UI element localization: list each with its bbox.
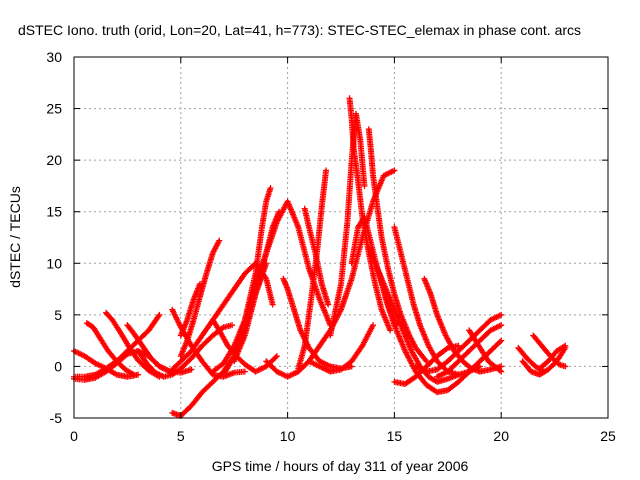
y-tick-label: 20 xyxy=(46,152,62,168)
x-tick-label: 5 xyxy=(177,428,185,444)
series-arc xyxy=(365,126,430,365)
series-arc xyxy=(83,320,137,378)
data-point-marker xyxy=(498,368,505,375)
series-arc xyxy=(412,311,505,375)
data-point-marker xyxy=(229,322,236,329)
data-point-marker xyxy=(361,182,368,189)
series-arc xyxy=(177,280,204,339)
data-point-marker xyxy=(241,368,248,375)
series-arc xyxy=(305,322,377,375)
x-tick-label: 25 xyxy=(600,428,616,444)
series-arc xyxy=(231,208,283,365)
data-point-marker xyxy=(498,311,505,318)
data-point-marker xyxy=(188,366,195,373)
x-tick-label: 0 xyxy=(70,428,78,444)
data-series xyxy=(71,95,569,419)
y-axis-label: dSTEC / TECUs xyxy=(7,186,23,288)
x-tick-labels: 0 5 10 15 20 25 xyxy=(70,428,616,444)
data-point-marker xyxy=(497,338,504,345)
data-point-marker xyxy=(562,363,569,370)
data-point-marker xyxy=(476,363,483,370)
x-tick-label: 10 xyxy=(280,428,296,444)
data-point-marker xyxy=(422,356,429,363)
y-tick-label: -5 xyxy=(50,410,63,426)
data-point-marker xyxy=(348,363,355,370)
y-tick-label: 25 xyxy=(46,101,62,117)
data-point-marker xyxy=(325,301,332,308)
series-arc xyxy=(295,167,330,372)
chart-title: dSTEC Iono. truth (orid, Lon=20, Lat=41,… xyxy=(18,22,581,38)
y-tick-labels: -5 0 5 10 15 20 25 30 xyxy=(46,49,62,426)
plot-frame xyxy=(73,56,609,419)
data-point-marker xyxy=(216,237,223,244)
data-point-marker xyxy=(443,345,450,352)
y-tick-label: 0 xyxy=(54,358,62,374)
data-point-marker xyxy=(498,363,505,370)
data-point-marker xyxy=(267,184,274,191)
series-arc xyxy=(376,270,505,396)
series-arc xyxy=(434,322,505,380)
tick-marks xyxy=(73,56,609,419)
data-point-marker xyxy=(197,280,204,287)
data-point-marker xyxy=(387,327,394,334)
series-arc xyxy=(466,327,505,375)
series-arc xyxy=(391,224,483,378)
data-point-marker xyxy=(130,371,137,378)
data-point-marker xyxy=(498,337,505,344)
data-point-marker xyxy=(156,311,163,318)
series-arc xyxy=(71,347,142,380)
x-axis-label: GPS time / hours of day 311 of year 2006 xyxy=(212,458,469,474)
series-arc xyxy=(536,342,569,372)
x-tick-label: 15 xyxy=(387,428,403,444)
data-point-marker xyxy=(498,322,505,329)
data-point-marker xyxy=(391,167,398,174)
data-point-marker xyxy=(272,354,279,361)
data-point-marker xyxy=(323,167,330,174)
y-tick-label: 15 xyxy=(46,204,62,220)
data-point-marker xyxy=(562,342,569,349)
x-tick-label: 20 xyxy=(493,428,509,444)
data-point-marker xyxy=(276,208,283,215)
data-point-marker xyxy=(370,322,377,329)
data-point-marker xyxy=(496,367,503,374)
series-arc xyxy=(519,344,569,378)
y-tick-label: 30 xyxy=(46,49,62,65)
data-point-marker xyxy=(269,301,276,308)
y-tick-label: 5 xyxy=(54,307,62,323)
data-point-marker xyxy=(273,353,280,360)
y-tick-label: 10 xyxy=(46,255,62,271)
series-arc xyxy=(263,167,398,380)
series-arc xyxy=(177,237,223,360)
